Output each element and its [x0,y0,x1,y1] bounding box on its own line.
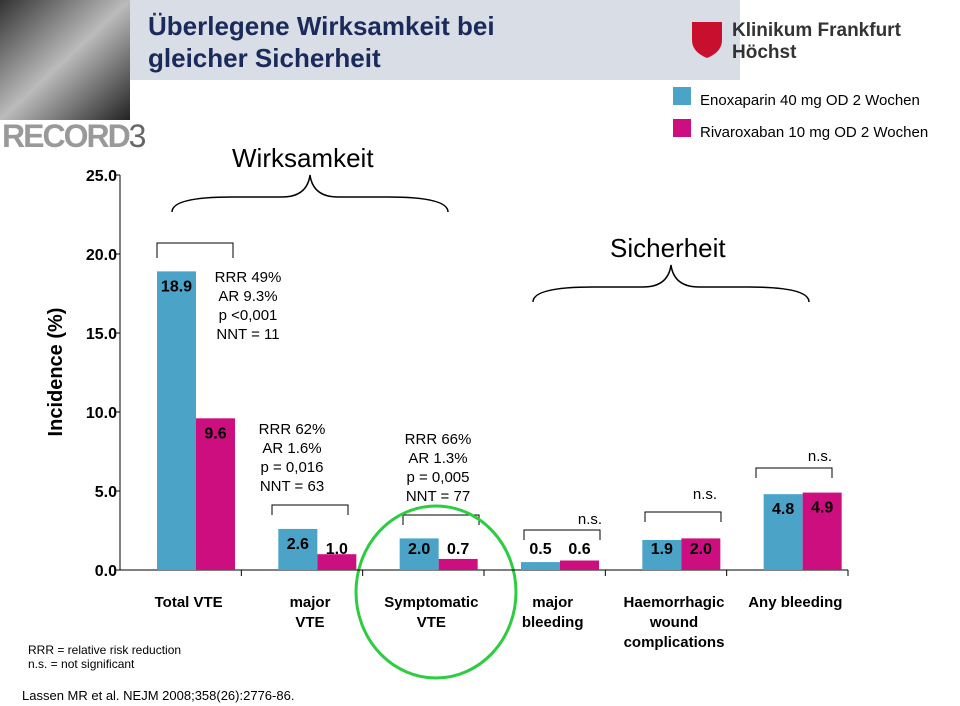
annotation: n.s. [577,511,603,528]
study-number: 3 [128,118,147,154]
value-label: 0.5 [529,541,551,558]
bar [802,492,842,570]
brace [171,174,449,213]
value-label: 1.0 [326,541,348,558]
x-tick-label: major VTE [289,594,331,631]
bar [399,538,439,570]
group-label: Sicherheit [610,233,726,263]
value-label: 2.6 [287,536,309,553]
value-label: 1.9 [651,541,673,558]
x-tick-label: Symptomatic VTE [384,594,479,631]
logo-text: Klinikum Frankfurt Höchst [732,20,901,63]
bar [642,539,682,570]
logo-shield [692,22,722,58]
annotation: n.s. [692,486,718,503]
y-tick-label: 15.0 [86,326,117,343]
y-tick-label: 25.0 [86,168,117,185]
y-tick-label: 20.0 [86,247,117,264]
study-name: RECORD [2,118,131,154]
footnote: RRR = relative risk reduction [28,643,182,657]
y-tick-label: 0.0 [95,563,117,580]
y-tick-label: 5.0 [95,484,117,501]
bar [763,494,803,570]
legend-swatch [673,119,691,137]
bar [438,558,478,570]
bar [157,271,196,570]
x-tick-label: Any bleeding [748,594,843,611]
annotation: RRR 62% AR 1.6% p = 0,016 NNT = 63 [258,421,326,495]
annotation: RRR 49% AR 9.3% p <0,001 NNT = 11 [214,269,282,343]
value-label: 2.0 [690,541,712,558]
value-label: 2.0 [408,541,430,558]
legend-label: Rivaroxaban 10 mg OD 2 Wochen [700,124,929,141]
footnote: n.s. = not significant [28,657,135,671]
annotation: RRR 66% AR 1.3% p = 0,005 NNT = 77 [404,431,472,505]
x-tick-label: Haemorrhagic wound complications [623,594,725,651]
bar [278,528,318,570]
bar [196,418,235,570]
group-label: Wirksamkeit [232,143,374,173]
y-axis-label: Incidence (%) [45,308,67,437]
x-tick-label: major bleeding [521,594,584,631]
bar [681,538,721,570]
highlight-circle [354,504,518,680]
value-label: 18.9 [161,278,192,295]
xray-image [0,0,130,120]
citation: Lassen MR et al. NEJM 2008;358(26):2776-… [22,688,295,703]
y-tick-label: 10.0 [86,405,117,422]
bar [317,554,357,570]
significance-bracket [156,242,833,540]
bar [521,562,560,570]
x-tick-label: Total VTE [154,594,223,611]
title: Überlegene Wirksamkeit bei gleicher Sich… [148,11,495,73]
brace [532,264,810,303]
bar [560,560,599,570]
annotation: n.s. [807,448,833,465]
value-label: 4.8 [772,501,794,518]
study-logo: RECORD3 [2,118,147,155]
legend-label: Enoxaparin 40 mg OD 2 Wochen [700,92,920,109]
value-label: 0.6 [568,541,590,558]
title-bg [130,0,740,80]
value-label: 9.6 [204,425,226,442]
value-label: 4.9 [811,500,833,517]
value-label: 0.7 [447,541,469,558]
legend-swatch [673,87,691,105]
